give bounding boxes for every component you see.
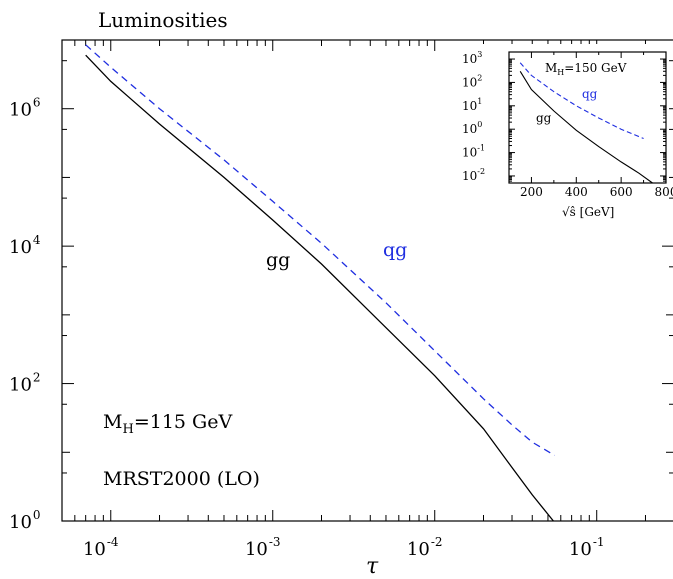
- series-line-gg: [85, 54, 554, 522]
- x-tick-label: 10-3: [245, 535, 281, 560]
- series-line-qg: [85, 44, 556, 456]
- mass-label: MH=115 GeV: [103, 411, 232, 437]
- y-tick-label: 106: [9, 96, 41, 121]
- inset-series: [519, 62, 653, 184]
- y-tick-label: 100: [9, 508, 41, 533]
- y-tick-label: 104: [9, 233, 41, 258]
- x-tick-label: 10-1: [569, 535, 605, 560]
- inset-plot-frame: [508, 51, 667, 184]
- inset-ticks: 200 400 600 800 103 102 101 100 10-1 10-2: [462, 50, 673, 199]
- x-tick-label: 10-2: [407, 535, 443, 560]
- main-series: [85, 44, 556, 522]
- inset-y-tick-label: 102: [462, 73, 482, 89]
- inset-mass-label: MH=150 GeV: [545, 61, 627, 77]
- inset-gg-label: gg: [536, 111, 552, 125]
- inset-background: [455, 44, 669, 224]
- inset-y-tick-label: 101: [462, 97, 482, 113]
- inset-x-tick-label: 400: [565, 185, 588, 199]
- inset-series-line-qg: [519, 62, 644, 140]
- qg-label: qg: [383, 239, 407, 261]
- inset-series-line-gg: [519, 71, 653, 184]
- inset-x-tick-label: 800: [655, 185, 673, 199]
- x-tick-label: 10-4: [83, 535, 119, 560]
- x-axis-label: τ: [366, 554, 379, 579]
- inset-y-tick-label: 100: [462, 120, 482, 136]
- gg-label: gg: [266, 249, 290, 271]
- inset-qg-label: qg: [582, 87, 598, 101]
- main-plot-frame: [61, 39, 673, 522]
- inset-x-axis-label: √ŝ [GeV]: [562, 205, 614, 219]
- y-tick-label: 102: [9, 371, 41, 396]
- chart-title: Luminosities: [98, 8, 228, 32]
- inset-y-tick-label: 103: [462, 50, 482, 66]
- inset-plot: 200 400 600 800 103 102 101 100 10-1 10-2 MH=150 …: [455, 44, 673, 224]
- main-plot: Luminosities 10-4 10-3 10-2 10-110010210410…: [9, 8, 673, 579]
- inset-y-tick-label: 10-1: [462, 144, 485, 160]
- pdf-label: MRST2000 (LO): [103, 468, 260, 490]
- inset-y-tick-label: 10-2: [462, 167, 485, 183]
- inset-x-tick-label: 600: [610, 185, 633, 199]
- inset-x-tick-label: 200: [520, 185, 543, 199]
- main-ticks: 10-4 10-3 10-2 10-1 100 102 104 106: [9, 40, 673, 560]
